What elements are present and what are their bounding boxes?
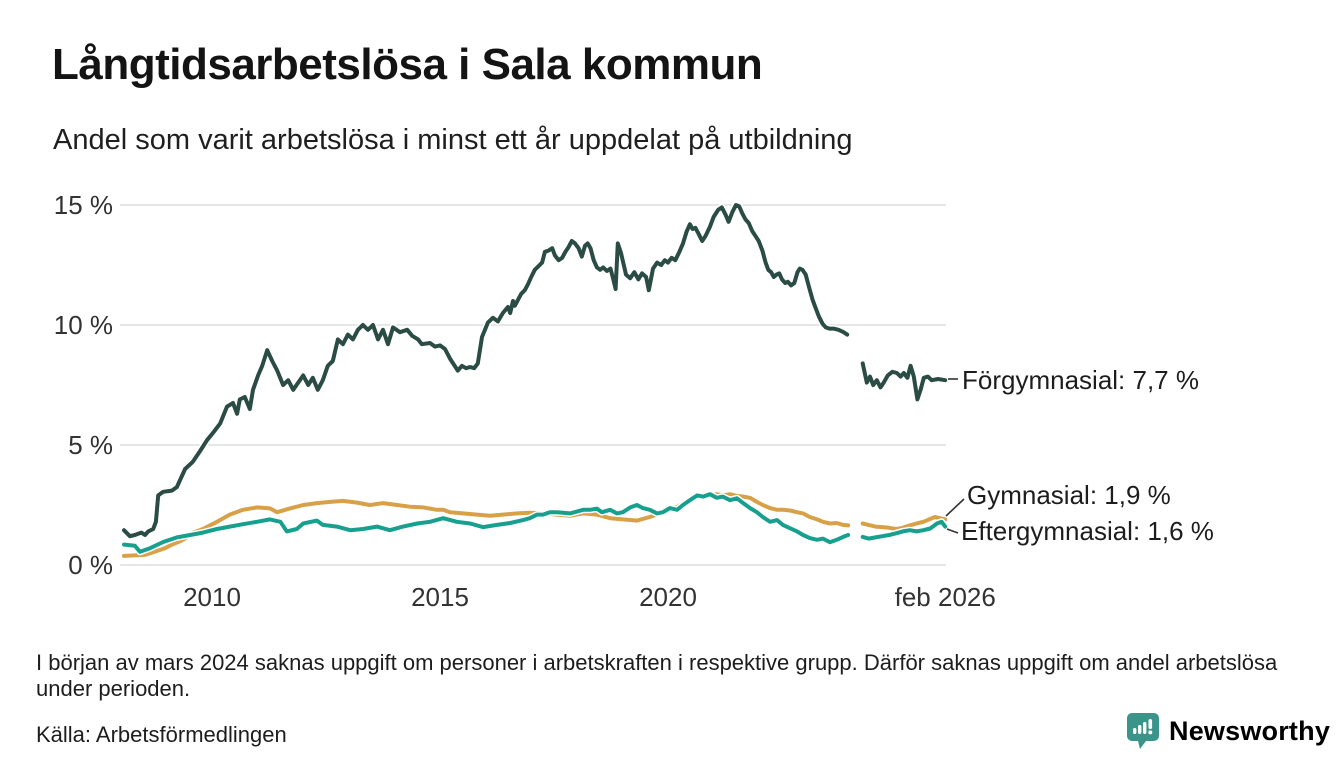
svg-text:10 %: 10 % bbox=[54, 310, 113, 340]
svg-text:15 %: 15 % bbox=[54, 190, 113, 220]
source-label: Källa: Arbetsförmedlingen bbox=[36, 722, 287, 747]
bar-chart-speech-bubble-icon bbox=[1126, 712, 1160, 750]
series-label-forgymnasial: Förgymnasial: 7,7 % bbox=[962, 365, 1199, 395]
newsworthy-wordmark: Newsworthy bbox=[1169, 715, 1331, 746]
svg-text:2010: 2010 bbox=[183, 582, 241, 612]
svg-text:2020: 2020 bbox=[639, 582, 697, 612]
newsworthy-logo: Newsworthy bbox=[1126, 712, 1330, 750]
svg-text:0 %: 0 % bbox=[68, 550, 113, 580]
page-subtitle: Andel som varit arbetslösa i minst ett å… bbox=[53, 124, 853, 156]
footnote: I början av mars 2024 saknas uppgift om … bbox=[36, 650, 1278, 702]
svg-text:5 %: 5 % bbox=[68, 430, 113, 460]
svg-text:feb 2026: feb 2026 bbox=[895, 582, 996, 612]
page-title: Långtidsarbetslösa i Sala kommun bbox=[52, 40, 763, 89]
series-label-gymnasial: Gymnasial: 1,9 % bbox=[967, 480, 1171, 510]
series-label-eftergymnasial: Eftergymnasial: 1,6 % bbox=[961, 516, 1214, 546]
svg-text:2015: 2015 bbox=[411, 582, 469, 612]
